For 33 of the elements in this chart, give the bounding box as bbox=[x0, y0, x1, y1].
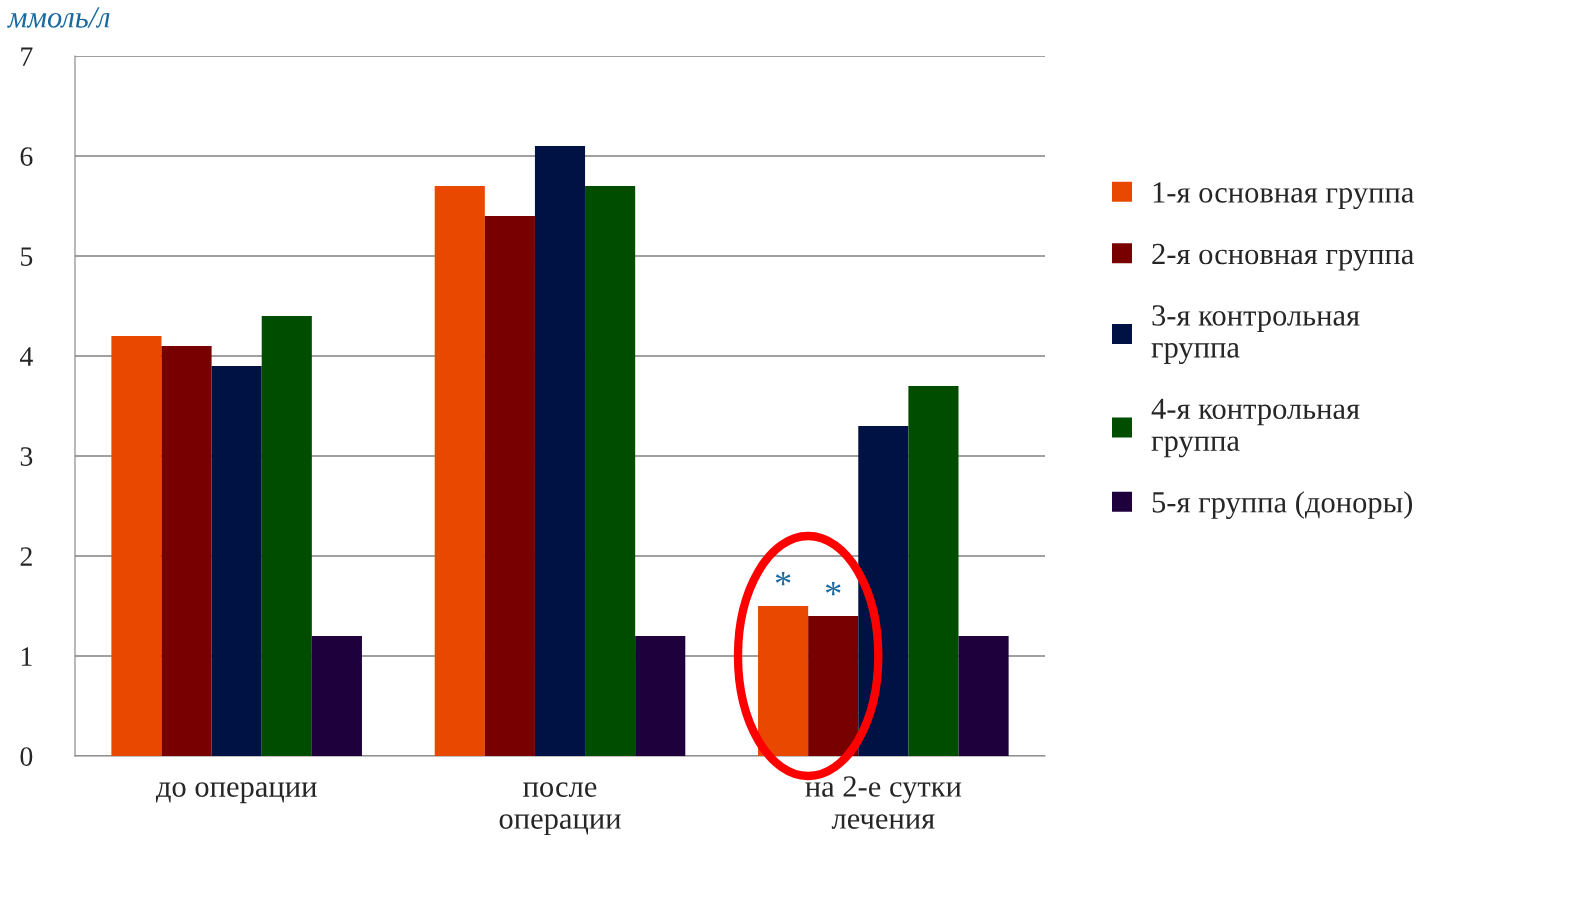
y-tick-label: 7 bbox=[21, 47, 33, 66]
bar bbox=[211, 366, 262, 756]
bar bbox=[111, 336, 162, 756]
y-tick-label: 6 bbox=[20, 147, 33, 166]
legend-label: 3-я контрольная группа bbox=[1151, 305, 1360, 364]
bar bbox=[311, 636, 362, 756]
y-axis-title: ммоль/л bbox=[7, 7, 110, 28]
y-tick-label: 5 bbox=[21, 247, 33, 266]
legend-label: 4-я контрольная группа bbox=[1151, 398, 1360, 458]
bar bbox=[958, 636, 1009, 756]
y-tick-label: 1 bbox=[21, 647, 32, 666]
y-tick-label: 3 bbox=[20, 447, 33, 466]
bar bbox=[434, 186, 485, 756]
y-tick-label: 4 bbox=[19, 347, 33, 366]
x-tick-label: до операции bbox=[155, 782, 317, 804]
bar bbox=[585, 186, 636, 756]
legend-label: 2-я основная группа bbox=[1152, 243, 1414, 271]
x-tick-label: после операции bbox=[499, 782, 621, 836]
bar bbox=[484, 216, 535, 756]
bar bbox=[808, 616, 859, 756]
annotation: * bbox=[825, 581, 841, 596]
bar bbox=[261, 316, 312, 756]
legend-label: 1-я основная группа bbox=[1153, 182, 1414, 210]
bar bbox=[161, 346, 212, 756]
x-tick-label: на 2-е сутки лечения bbox=[805, 776, 962, 829]
bar bbox=[908, 386, 959, 756]
annotation: * bbox=[775, 571, 791, 586]
bar bbox=[534, 146, 586, 756]
legend-label: 5-я группа (доноры) bbox=[1152, 491, 1413, 519]
bar bbox=[635, 636, 686, 756]
bar bbox=[758, 606, 809, 756]
y-tick-label: 2 bbox=[20, 547, 32, 566]
y-tick-label: 0 bbox=[20, 747, 33, 766]
